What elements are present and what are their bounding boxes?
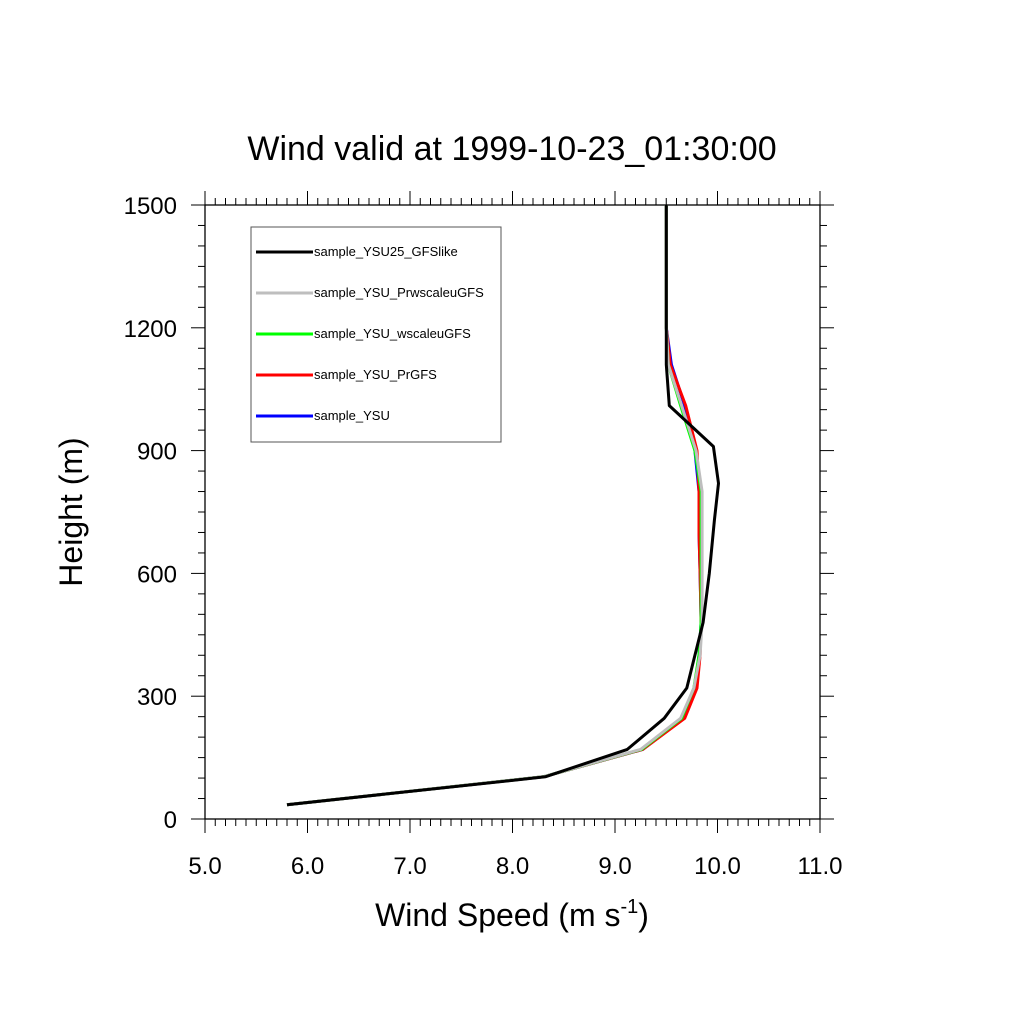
y-tick-label: 0	[164, 807, 177, 834]
x-axis-title: Wind Speed (m s-1)	[375, 896, 649, 933]
legend: sample_YSU25_GFSlike sample_YSU_Prwscaleu…	[250, 226, 502, 443]
x-tick-label: 11.0	[798, 853, 843, 880]
series-line-sample_YSU25_GFSlike	[286, 205, 720, 807]
chart-title: Wind valid at 1999-10-23_01:30:00	[247, 130, 776, 168]
legend-label: sample_YSU25_GFSlike	[314, 244, 458, 259]
x-tick-label: 6.0	[291, 853, 324, 880]
legend-label: sample_YSU_wscaleuGFS	[314, 326, 471, 341]
y-axis-title: Height (m)	[53, 437, 89, 586]
y-tick-label: 1200	[124, 316, 177, 343]
legend-label: sample_YSU_PrwscaleuGFS	[314, 285, 484, 300]
y-tick-label: 1500	[124, 193, 177, 220]
x-tick-label: 5.0	[188, 853, 221, 880]
x-tick-label: 10.0	[694, 853, 741, 880]
y-tick-label: 300	[137, 684, 177, 711]
x-tick-label: 8.0	[496, 853, 529, 880]
series-lines	[286, 205, 720, 807]
x-axis-title-sup: -1	[620, 896, 638, 918]
x-tick-label: 7.0	[393, 853, 426, 880]
axis-ticks	[191, 191, 834, 833]
y-tick-label: 600	[137, 561, 177, 588]
legend-label: sample_YSU_PrGFS	[314, 367, 437, 382]
legend-label: sample_YSU	[314, 408, 390, 423]
tick-labels: 5.0 6.0 7.0 8.0 9.0 10.0 11.0 0 300 600 900 1200 150…	[124, 193, 843, 880]
x-axis-title-main: Wind Speed (m s	[375, 897, 620, 933]
y-tick-label: 900	[137, 439, 177, 466]
x-axis-title-tail: )	[638, 897, 649, 933]
x-tick-label: 9.0	[598, 853, 631, 880]
